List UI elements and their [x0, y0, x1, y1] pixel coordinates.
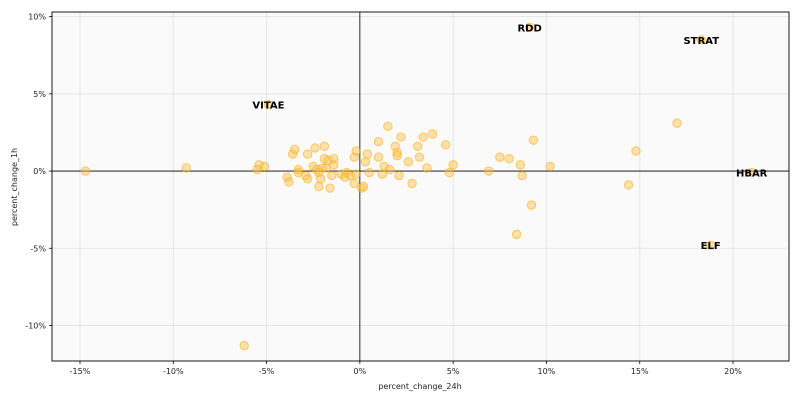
y-tick-label: 0%: [33, 167, 46, 176]
scatter-point: [302, 149, 313, 159]
labeled-point: [705, 240, 716, 250]
x-tick-label: -5%: [259, 367, 275, 376]
scatter-point: [385, 164, 395, 175]
point-label: VITAE: [252, 101, 284, 112]
scatter-point: [310, 143, 320, 153]
scatter-point: [284, 177, 294, 187]
scatter-point: [444, 167, 455, 178]
scatter-point: [394, 170, 404, 181]
scatter-point: [345, 170, 356, 181]
y-tick-label: 5%: [33, 90, 46, 99]
y-tick-label: -10%: [25, 321, 46, 330]
plot-frame: [51, 11, 790, 362]
x-tick-label: 5%: [447, 367, 460, 376]
x-tick-label: -10%: [163, 367, 184, 376]
scatter-point: [340, 172, 350, 182]
labeled-point: [696, 35, 707, 45]
y-axis-title: percent_change_1h: [10, 148, 19, 226]
scatter-point: [495, 152, 505, 162]
x-tick-label: 10%: [538, 367, 556, 376]
scatter-point: [239, 340, 249, 351]
point-label: HBAR: [736, 169, 768, 180]
scatter-point: [528, 135, 539, 145]
x-axis-title: percent_change_24h: [378, 382, 461, 391]
scatter-point: [252, 164, 262, 175]
scatter-point: [254, 160, 264, 170]
scatter-point: [407, 178, 417, 189]
labeled-point: [746, 167, 757, 178]
x-tick-label: -15%: [70, 367, 91, 376]
x-tick-label: 20%: [724, 367, 742, 376]
scatter-point: [289, 144, 300, 155]
scatter-point: [413, 141, 423, 152]
scatter-point: [319, 141, 330, 152]
scatter-point: [351, 146, 361, 156]
scatter-point: [511, 229, 522, 240]
scatter-point: [287, 149, 298, 159]
scatter-point: [396, 132, 406, 142]
scatter-point: [392, 147, 402, 158]
scatter-point: [314, 181, 324, 192]
scatter-point: [351, 169, 361, 179]
y-tick-label: -5%: [30, 244, 46, 253]
plot-background: [52, 12, 789, 361]
scatter-point: [329, 154, 339, 164]
scatter-point: [364, 167, 374, 178]
scatter-point: [418, 132, 428, 142]
scatter-point: [383, 121, 393, 131]
scatter-point: [422, 163, 432, 173]
scatter-point: [315, 174, 326, 184]
x-axis-ticks: -15% -10% -5% 0% 5% 10% 15% 20%: [70, 361, 742, 376]
scatter-point: [379, 161, 389, 172]
scatter-point: [302, 174, 313, 184]
scatter-point: [515, 160, 526, 170]
point-label: RDD: [517, 23, 541, 34]
scatter-point: [373, 152, 384, 162]
scatter-point: [483, 166, 494, 176]
scatter-point: [282, 172, 292, 182]
y-axis-ticks: -10% -5% 0% 5% 10%: [25, 13, 52, 330]
scatter-point: [517, 170, 527, 181]
scatter-point: [392, 150, 402, 161]
scatter-point: [403, 157, 414, 167]
x-tick-label: 0%: [354, 367, 367, 376]
scatter-point: [545, 161, 555, 172]
scatter-point: [293, 164, 303, 175]
point-label: ELF: [701, 241, 721, 252]
labeled-point: [524, 22, 535, 33]
point-label: STRAT: [684, 36, 720, 47]
scatter-point: [440, 140, 451, 150]
scatter-point: [526, 200, 537, 210]
point-annotations: VITAE RDD STRAT HBAR ELF: [252, 23, 767, 252]
scatter-point: [373, 137, 384, 147]
scatter-point: [672, 118, 682, 128]
scatter-point: [377, 169, 387, 179]
scatter-point: [358, 181, 369, 192]
scatter-point: [349, 178, 359, 189]
scatter-point: [327, 170, 337, 181]
labeled-point: [263, 99, 274, 110]
scatter-point: [360, 157, 371, 167]
scatter-point: [631, 146, 641, 156]
scatter-point: [362, 149, 373, 159]
scatter-point: [80, 166, 91, 176]
scatter-point: [414, 152, 425, 162]
scatter-point: [448, 160, 458, 170]
scatter-point: [181, 163, 192, 173]
scatter-point: [623, 180, 634, 190]
x-tick-label: 15%: [631, 367, 649, 376]
scatter-point: [427, 129, 438, 139]
data-points: [80, 22, 757, 351]
y-tick-label: 10%: [28, 13, 46, 22]
scatter-point: [504, 154, 514, 164]
scatter-point: [325, 183, 335, 193]
